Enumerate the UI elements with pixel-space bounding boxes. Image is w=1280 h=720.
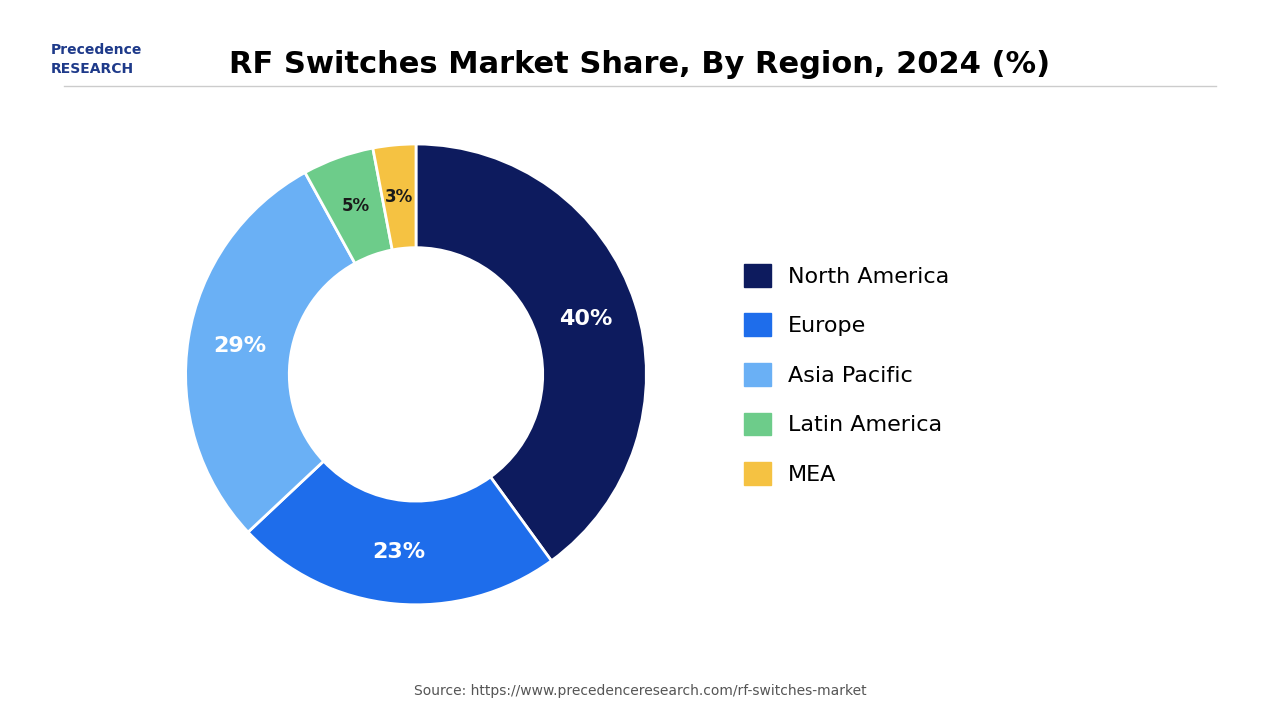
Wedge shape	[186, 173, 355, 532]
Text: 29%: 29%	[212, 336, 266, 356]
Text: Precedence
RESEARCH: Precedence RESEARCH	[51, 43, 142, 76]
Text: RF Switches Market Share, By Region, 2024 (%): RF Switches Market Share, By Region, 202…	[229, 50, 1051, 79]
Wedge shape	[248, 461, 552, 605]
Wedge shape	[305, 148, 392, 264]
Wedge shape	[372, 144, 416, 250]
Text: 3%: 3%	[385, 188, 413, 206]
Text: 5%: 5%	[342, 197, 370, 215]
Text: Source: https://www.precedenceresearch.com/rf-switches-market: Source: https://www.precedenceresearch.c…	[413, 685, 867, 698]
Wedge shape	[416, 144, 646, 561]
Text: 23%: 23%	[372, 542, 426, 562]
Legend: North America, Europe, Asia Pacific, Latin America, MEA: North America, Europe, Asia Pacific, Lat…	[744, 264, 950, 485]
Text: 40%: 40%	[559, 309, 613, 329]
